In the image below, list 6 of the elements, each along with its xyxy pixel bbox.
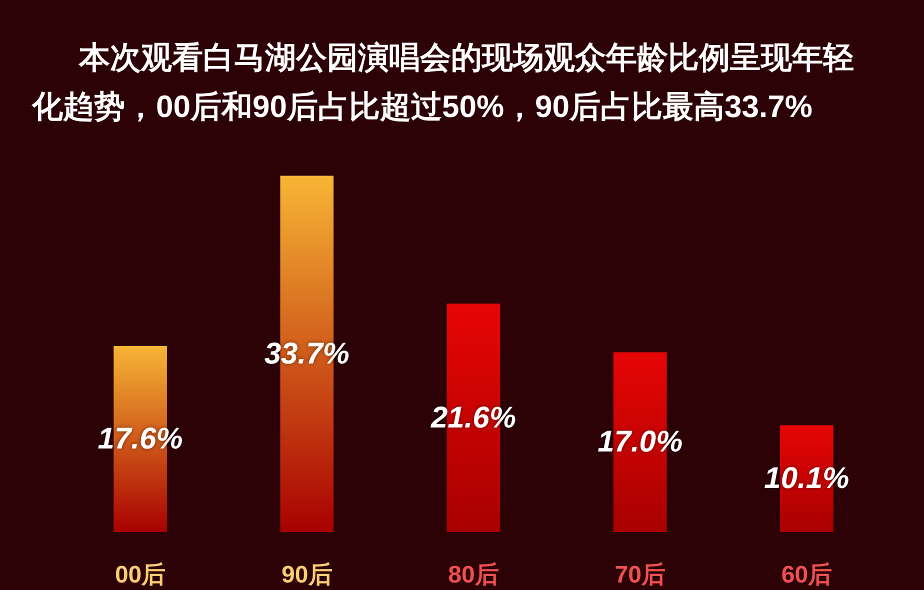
x-tick-label: 00后 bbox=[114, 562, 166, 588]
x-tick-label: 90后 bbox=[282, 562, 332, 588]
chart-title: 本次观看白马湖公园演唱会的现场观众年龄比例呈现年轻化趋势，00后和90后占比超过50%，90后占比最高33.7% bbox=[32, 39, 855, 126]
x-tick-label: 60后 bbox=[781, 562, 832, 588]
x-tick-label: 70后 bbox=[614, 562, 666, 588]
x-tick-label: 80后 bbox=[448, 562, 499, 588]
